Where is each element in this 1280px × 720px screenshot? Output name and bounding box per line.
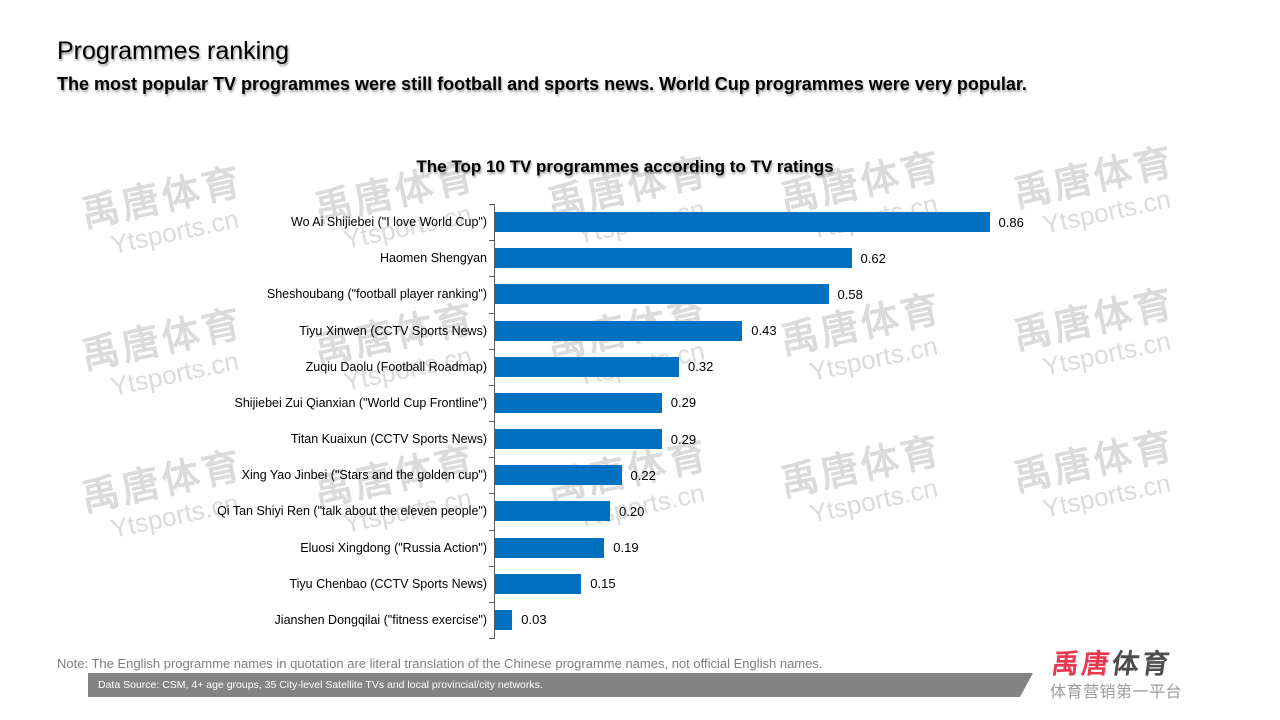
page-subtitle: The most popular TV programmes were stil…	[57, 74, 1027, 94]
bar	[495, 320, 743, 341]
value-label: 0.22	[630, 467, 656, 483]
category-label: Tiyu Xinwen (CCTV Sports News)	[299, 323, 487, 338]
data-source-text: Data Source: CSM, 4+ age groups, 35 City…	[98, 679, 543, 691]
bar	[495, 212, 990, 232]
chart-row: Tiyu Xinwen (CCTV Sports News) 0.43	[60, 313, 1190, 349]
axis-tick	[489, 638, 495, 639]
value-label: 0.43	[751, 323, 777, 338]
axis-tick	[489, 457, 495, 459]
axis-tick	[489, 348, 495, 350]
chart-row: Zuqiu Daolu (Football Roadmap) 0.32	[60, 349, 1190, 385]
category-label: Eluosi Xingdong ("Russia Action")	[300, 540, 487, 555]
chart-row: Tiyu Chenbao (CCTV Sports News) 0.15	[60, 566, 1190, 602]
bar	[495, 537, 605, 558]
brand-logo-tagline: 体育营销第一平台	[1050, 684, 1183, 701]
bar	[495, 284, 829, 305]
chart-row: Eluosi Xingdong ("Russia Action") 0.19	[60, 530, 1190, 566]
chart-row: Jianshen Dongqilai ("fitness exercise") 0…	[60, 602, 1190, 638]
value-label: 0.29	[670, 395, 697, 411]
bar	[495, 609, 513, 630]
category-label: Zuqiu Daolu (Football Roadmap)	[305, 359, 487, 374]
axis-tick	[489, 312, 495, 314]
axis-tick	[489, 565, 495, 567]
value-label: 0.62	[860, 250, 886, 266]
brand-logo-dark-part: 体育	[1109, 649, 1175, 679]
bar	[495, 248, 852, 269]
chart-row: Titan Kuaixun (CCTV Sports News) 0.29	[60, 421, 1190, 457]
bar	[495, 392, 662, 413]
value-label: 0.19	[613, 540, 639, 555]
chart-row: Wo Ai Shijiebei ("I love World Cup") 0.86	[60, 204, 1190, 240]
header: Programmes ranking The most popular TV p…	[57, 36, 1027, 96]
axis-tick	[489, 384, 495, 386]
chart-row: Qi Tan Shiyi Ren ("talk about the eleven…	[60, 493, 1190, 529]
chart-row: Haomen Shengyan 0.62	[60, 240, 1190, 276]
brand-logo-red-part: 禹唐	[1049, 649, 1115, 679]
data-source-band: Data Source: CSM, 4+ age groups, 35 City…	[88, 673, 1033, 697]
category-label: Jianshen Dongqilai ("fitness exercise")	[274, 612, 487, 627]
value-label: 0.03	[521, 612, 547, 628]
category-label: Wo Ai Shijiebei ("I love World Cup")	[291, 215, 487, 229]
chart-row: Sheshoubang ("football player ranking") 0…	[60, 276, 1190, 312]
axis-tick	[489, 421, 495, 422]
value-label: 0.20	[619, 503, 645, 519]
category-label: Tiyu Chenbao (CCTV Sports News)	[289, 576, 487, 591]
axis-tick	[489, 601, 495, 603]
bar	[495, 356, 679, 377]
footnote: Note: The English programme names in quo…	[57, 656, 823, 671]
category-label: Titan Kuaixun (CCTV Sports News)	[290, 432, 487, 446]
bar-chart: The Top 10 TV programmes according to TV…	[60, 150, 1190, 650]
axis-tick	[489, 529, 495, 531]
axis-tick	[489, 204, 495, 205]
value-label: 0.29	[670, 431, 697, 447]
chart-row: Shijiebei Zui Qianxian ("World Cup Front…	[60, 385, 1190, 421]
chart-title: The Top 10 TV programmes according to TV…	[416, 157, 834, 176]
value-label: 0.32	[688, 359, 714, 375]
value-label: 0.58	[837, 286, 863, 302]
page-title: Programmes ranking	[57, 37, 290, 65]
category-label: Qi Tan Shiyi Ren ("talk about the eleven…	[217, 504, 487, 519]
category-label: Sheshoubang ("football player ranking")	[266, 287, 487, 302]
value-label: 0.15	[590, 576, 616, 592]
axis-tick	[489, 276, 495, 278]
bar	[495, 501, 610, 522]
chart-row: Xing Yao Jinbei ("Stars and the golden c…	[60, 457, 1190, 493]
brand-logo: 禹唐体育 体育营销第一平台	[1050, 649, 1183, 701]
axis-tick	[489, 493, 495, 495]
category-label: Shijiebei Zui Qianxian ("World Cup Front…	[234, 395, 488, 410]
category-label: Haomen Shengyan	[379, 251, 487, 266]
value-label: 0.86	[998, 214, 1024, 230]
brand-logo-wordmark: 禹唐体育	[1049, 649, 1186, 679]
category-label: Xing Yao Jinbei ("Stars and the golden c…	[241, 468, 487, 483]
bar	[495, 465, 622, 486]
bar	[495, 573, 582, 594]
bar	[495, 429, 662, 449]
axis-tick	[489, 240, 495, 242]
